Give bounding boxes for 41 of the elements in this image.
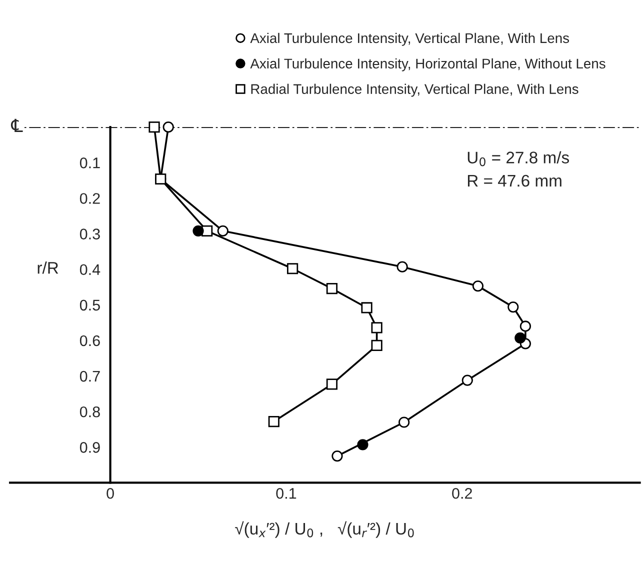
point — [286, 263, 298, 274]
point — [508, 301, 519, 313]
annotation: R = 47.6 mm — [468, 174, 562, 187]
point — [268, 416, 280, 428]
point — [332, 450, 343, 462]
point — [326, 378, 338, 390]
y-tick-label: 0.9 — [80, 442, 100, 453]
x-tick-label: 0.2 — [452, 488, 472, 499]
y-tick-label: 0.7 — [80, 370, 100, 382]
point — [472, 280, 484, 292]
point — [514, 332, 526, 344]
point — [371, 322, 382, 334]
point — [357, 439, 368, 450]
point — [396, 261, 408, 272]
legend-label: Axial Turbulence Intensity, Vertical Plane, With Lens — [250, 32, 570, 46]
point — [155, 173, 166, 185]
point — [520, 320, 531, 332]
point — [148, 122, 160, 133]
x-tick-label: 0.1 — [276, 488, 296, 499]
y-tick-label: 0.1 — [80, 158, 100, 168]
y-tick-label: 0.5 — [80, 300, 100, 311]
y-axis-title: r/R — [38, 262, 58, 274]
point — [371, 340, 382, 351]
x-axis-title: √(u$_{x}$′²) / U$_{0}$ , √(u$_{r}$′²) / U$_{0}$ — [235, 521, 414, 538]
y-tick-label: 0.3 — [80, 228, 100, 240]
point — [361, 302, 372, 314]
legend-label: Radial Turbulence Intensity, Vertical Plane, With Lens — [251, 84, 578, 97]
point — [326, 282, 338, 294]
point — [217, 225, 228, 236]
x-tick-label: 0 — [106, 488, 114, 499]
y-tick-label: 0.4 — [80, 264, 100, 276]
legend-label: Axial Turbulence Intensity, Horizontal Plane, Without Lens — [250, 58, 606, 72]
ref-line-label: ℄ — [10, 118, 23, 132]
y-tick-label: 0.2 — [80, 193, 100, 204]
annotation: U$_{0}$ = 27.8 m/s — [468, 151, 569, 166]
point — [398, 416, 410, 428]
point — [162, 122, 174, 133]
point — [192, 225, 204, 236]
y-tick-label: 0.6 — [80, 335, 100, 346]
point — [462, 374, 473, 386]
y-tick-label: 0.8 — [80, 406, 100, 418]
